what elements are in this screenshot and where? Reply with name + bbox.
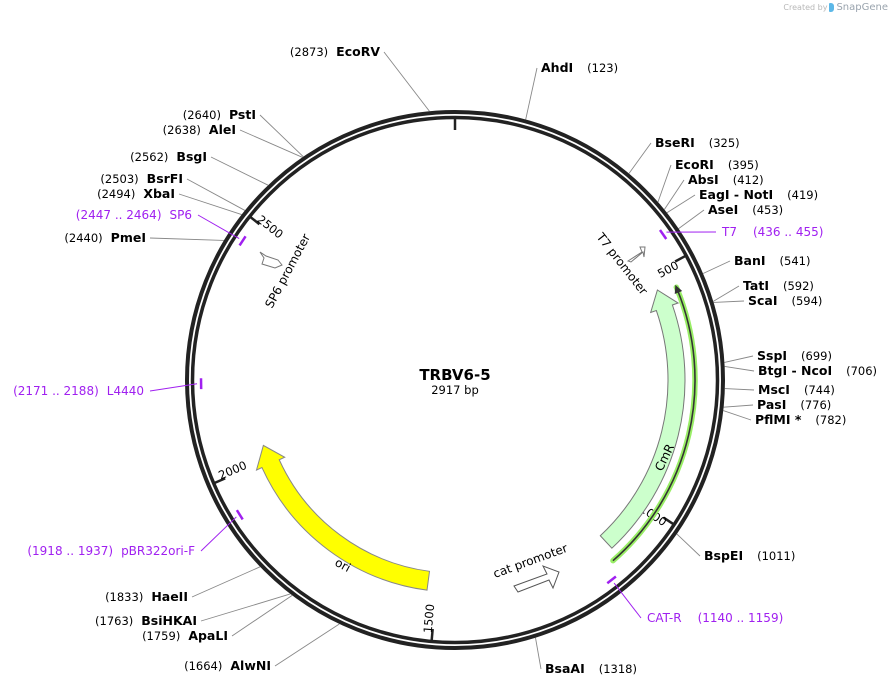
enzyme-site[interactable]: AhdI (123) [541, 60, 618, 75]
credit-brand: SnapGene [836, 2, 888, 13]
enzyme-site[interactable]: (2562) BsgI [130, 149, 207, 164]
enzyme-site[interactable]: AseI (453) [708, 202, 783, 217]
credit-prefix: Created by [783, 3, 828, 12]
enzyme-site[interactable]: BseRI (325) [655, 135, 740, 150]
enzyme-site[interactable]: (1763) BsiHKAI [95, 613, 197, 628]
enzyme-site[interactable]: (2873) EcoRV [290, 44, 380, 59]
enzyme-site[interactable]: (2638) AleI [163, 122, 236, 137]
cmr-label: CmR [652, 442, 677, 474]
enzyme-site[interactable]: BanI (541) [734, 253, 810, 268]
ori-feature-arrow[interactable] [255, 444, 431, 591]
cat-promoter-arrow[interactable] [513, 565, 560, 593]
enzyme-site[interactable]: (2640) PstI [183, 107, 256, 122]
primer-label[interactable]: (2447 .. 2464) SP6 [76, 208, 192, 222]
enzyme-site[interactable]: (1833) HaeII [105, 589, 188, 604]
tick-mark [674, 254, 687, 263]
plasmid-length: 2917 bp [431, 383, 479, 397]
primer-label[interactable]: (1918 .. 1937) pBR322ori-F [27, 544, 195, 558]
enzyme-site[interactable]: (1664) AlwNI [184, 658, 271, 673]
primer-label[interactable]: CAT-R (1140 .. 1159) [647, 611, 783, 625]
enzyme-site[interactable]: SspI (699) [757, 348, 832, 363]
tick-label: 2500 [254, 212, 286, 241]
sp6-promoter-label: SP6 promoter [262, 231, 313, 310]
enzyme-site[interactable]: MscI (744) [758, 382, 835, 397]
plasmid-backbone [185, 110, 725, 650]
enzyme-site[interactable]: (1759) ApaLI [142, 628, 228, 643]
leader-lines [149, 51, 755, 670]
tick-mark [430, 628, 434, 642]
enzyme-site[interactable]: (2494) XbaI [97, 186, 175, 201]
snapgene-credit: Created by SnapGene [783, 2, 888, 13]
enzyme-site[interactable]: (2440) PmeI [64, 230, 146, 245]
primer-label[interactable]: T7 (436 .. 455) [721, 225, 823, 239]
primer-labels: T7 (436 .. 455) CAT-R (1140 .. 1159) (2447 .… [13, 208, 823, 625]
t7-promoter-label: T7 promoter [593, 229, 651, 297]
primer-binding-track [610, 284, 698, 564]
tick-label: 2000 [216, 458, 248, 482]
enzyme-site[interactable]: EcoRI (395) [675, 157, 759, 172]
primer-label[interactable]: (2171 .. 2188) L4440 [13, 384, 144, 398]
t7-promoter-arrow[interactable] [626, 246, 646, 263]
enzyme-site[interactable]: TatI (592) [743, 278, 814, 293]
tick-label: 1500 [421, 603, 438, 633]
tick-mark [662, 516, 675, 526]
ori-label: ori [333, 555, 353, 575]
enzyme-site[interactable]: (2503) BsrFI [100, 171, 183, 186]
snapgene-logo-icon [829, 3, 835, 12]
enzyme-site[interactable]: PasI (776) [757, 397, 831, 412]
enzyme-site[interactable]: AbsI (412) [688, 172, 764, 187]
enzyme-labels-left: (2873) EcoRV (2640) PstI(2638) AleI (2562) Bsg… [64, 44, 380, 673]
enzyme-site[interactable]: PflMI * (782) [755, 412, 846, 427]
plasmid-name: TRBV6-5 [419, 366, 490, 384]
sp6-promoter-arrow[interactable] [259, 251, 283, 269]
enzyme-site[interactable]: BsaAI (1318) [545, 661, 637, 676]
enzyme-site[interactable]: BtgI - NcoI (706) [758, 363, 877, 378]
tick-mark [213, 477, 226, 485]
cmr-feature-arrow[interactable] [599, 289, 686, 549]
enzyme-site[interactable]: ScaI (594) [748, 293, 822, 308]
enzyme-site[interactable]: BspEI (1011) [704, 548, 795, 563]
enzyme-site[interactable]: EagI - NotI (419) [699, 187, 818, 202]
tick-mark [249, 215, 261, 226]
enzyme-labels-right: AhdI (123) BseRI (325) EcoRI (395)AbsI (412)Ea… [541, 60, 877, 676]
